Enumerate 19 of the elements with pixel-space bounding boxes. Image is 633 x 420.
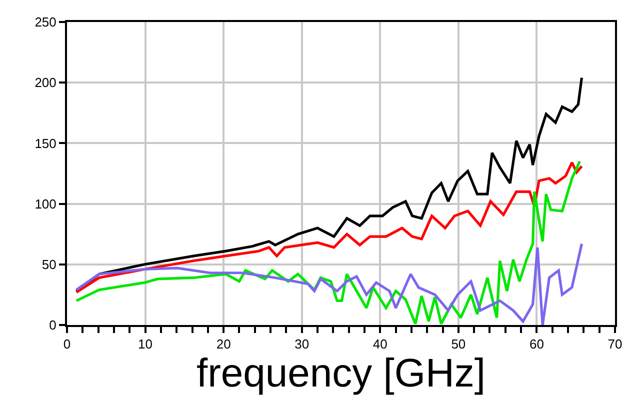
line-series bbox=[75, 242, 584, 325]
x-axis-title: frequency [GHz] bbox=[196, 352, 486, 396]
x-tick-label: 70 bbox=[608, 336, 622, 352]
x-tick-label: 40 bbox=[372, 336, 388, 352]
y-tick-label: 200 bbox=[34, 75, 56, 90]
x-tick-label: 30 bbox=[294, 336, 310, 352]
line-series bbox=[75, 160, 582, 325]
y-tick-label: 50 bbox=[42, 256, 56, 272]
y-tick-label: 0 bbox=[49, 318, 56, 333]
x-tick-label: 0 bbox=[63, 336, 71, 352]
x-tick-label: 20 bbox=[216, 336, 231, 352]
y-tick-label: 100 bbox=[34, 196, 56, 212]
x-tick-label: 60 bbox=[529, 336, 544, 352]
line-series bbox=[75, 76, 584, 292]
line-series bbox=[75, 161, 584, 294]
x-tick-label: 10 bbox=[138, 336, 153, 352]
y-tick-label: 250 bbox=[34, 14, 56, 30]
x-tick-label: 50 bbox=[451, 336, 466, 352]
y-tick-label: 150 bbox=[34, 136, 56, 151]
